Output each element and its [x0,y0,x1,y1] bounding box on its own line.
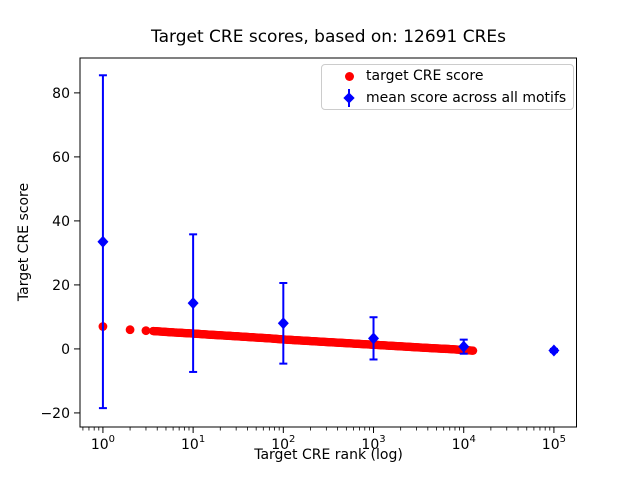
x-tick-label: 104 [452,434,476,453]
blue-diamond-point [97,235,109,248]
legend-label: target CRE score [366,68,484,85]
y-tick-label: −20 [40,406,70,422]
diamond-icon [343,91,355,104]
chart-title: Target CRE scores, based on: 12691 CREs [151,27,506,47]
y-tick-label: 80 [52,86,70,102]
legend-item-target-score: target CRE score [322,66,573,86]
blue-diamond-errorbar-icon [338,88,360,108]
y-tick-label: 0 [61,342,70,358]
axes-frame [79,57,577,428]
blue-diamond-point [458,340,470,353]
y-tick-label: 40 [52,214,70,230]
red-dot-icon [344,71,354,81]
red-data-point [141,326,151,336]
x-tick-label: 102 [271,434,295,453]
red-circle-marker-icon [338,66,360,86]
x-tick-label: 105 [542,434,566,453]
y-axis-label: Target CRE score [16,182,32,302]
legend: target CRE score mean score across all m… [321,64,574,110]
blue-diamond-point [368,332,380,345]
x-tick-label: 101 [181,434,205,453]
blue-diamond-point [187,297,199,310]
legend-item-mean-score: mean score across all motifs [322,88,573,108]
blue-diamond-point [277,317,289,330]
red-data-point [468,346,478,355]
y-tick-label: 20 [52,278,70,294]
x-tick-label: 100 [91,434,115,453]
legend-label: mean score across all motifs [366,89,567,106]
x-axis-label: Target CRE rank (log) [254,447,403,463]
red-data-point [125,325,135,335]
y-tick-label: 60 [52,150,70,166]
blue-diamond-point [548,344,560,357]
x-tick-label: 103 [361,434,385,453]
